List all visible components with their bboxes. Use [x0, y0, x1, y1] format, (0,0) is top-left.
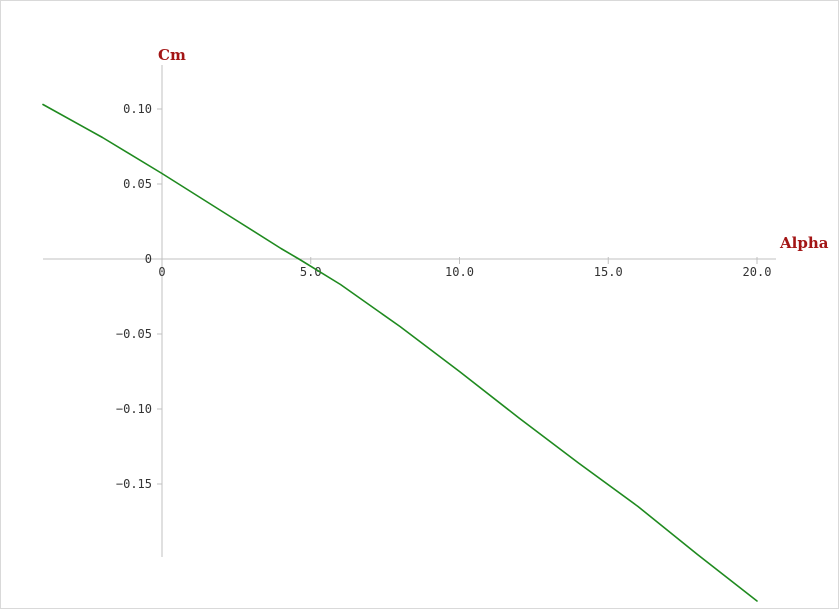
y-tick-label: 0: [145, 252, 152, 266]
y-tick-label: 0.10: [123, 102, 152, 116]
y-tick-label: −0.05: [116, 327, 152, 341]
x-tick-label: 0: [158, 265, 165, 279]
x-axis-title: Alpha: [779, 234, 829, 252]
x-tick-label: 15.0: [594, 265, 623, 279]
x-tick-label: 20.0: [743, 265, 772, 279]
y-tick-label: −0.10: [116, 402, 152, 416]
series-line-0: [42, 103, 758, 602]
x-tick-label: 5.0: [300, 265, 322, 279]
y-axis-title: Cm: [158, 46, 186, 64]
y-tick-label: 0.05: [123, 177, 152, 191]
x-tick-label: 10.0: [445, 265, 474, 279]
y-tick-label: −0.15: [116, 477, 152, 491]
